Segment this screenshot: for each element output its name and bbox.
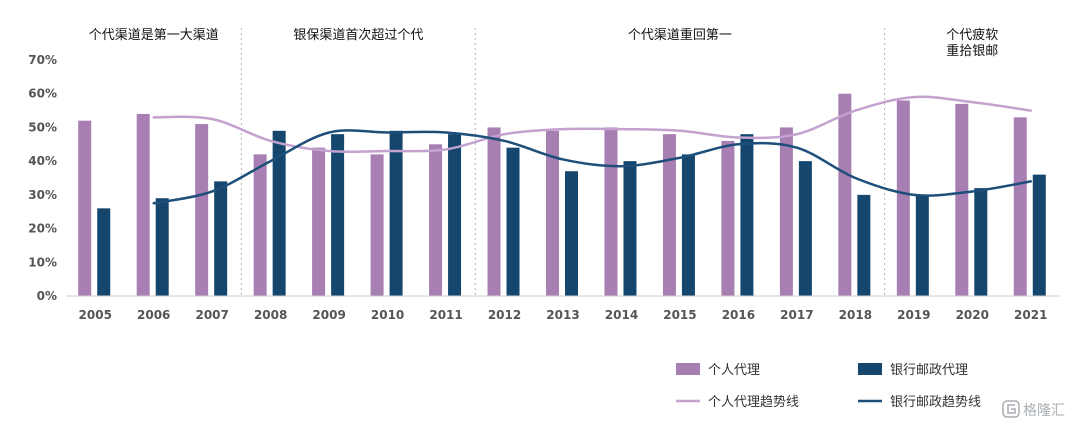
bar-agent-2013	[546, 130, 559, 296]
x-tick-label: 2019	[897, 308, 930, 322]
bar-agent-2005	[78, 120, 92, 296]
watermark: 格隆汇	[1002, 400, 1065, 419]
bar-bank-2018	[857, 194, 871, 296]
bar-bank-2020	[974, 188, 988, 296]
watermark-text: 格隆汇	[1023, 403, 1065, 419]
x-axis: 2005 2006 2007 2008 2009 2010 2011 2012 2013 2014…	[79, 308, 1048, 322]
bar-bank-2021	[1032, 174, 1046, 296]
bar-bank-2005	[97, 208, 111, 296]
period-label: 个代渠道重回第一	[628, 27, 732, 43]
x-tick-label: 2016	[722, 308, 755, 322]
x-tick-label: 2014	[605, 308, 638, 322]
x-tick-label: 2010	[371, 308, 404, 322]
y-tick-label: 40%	[28, 154, 57, 168]
bar-series	[78, 93, 1046, 296]
x-tick-label: 2007	[195, 308, 228, 322]
x-tick-label: 2015	[663, 308, 696, 322]
y-tick-label: 0%	[37, 289, 57, 303]
bar-bank-2014	[623, 161, 637, 296]
x-tick-label: 2012	[488, 308, 521, 322]
bar-agent-2021	[1013, 117, 1027, 296]
bar-bank-2015	[681, 154, 695, 296]
bar-agent-2007	[195, 124, 209, 296]
bar-bank-2019	[915, 194, 929, 296]
bar-agent-2019	[896, 100, 910, 296]
bar-agent-2008	[253, 154, 267, 296]
bar-agent-2006	[136, 113, 150, 296]
bar-bank-2010	[389, 130, 403, 296]
legend-swatch	[858, 363, 882, 375]
period-label: 个代疲软	[946, 27, 998, 43]
bar-bank-2006	[155, 198, 169, 296]
legend-label: 个人代理趋势线	[708, 394, 799, 410]
y-tick-label: 20%	[28, 222, 57, 236]
bar-agent-2017	[779, 127, 793, 296]
x-tick-label: 2008	[254, 308, 287, 322]
period-label: 银保渠道首次超过个代	[293, 27, 423, 43]
bar-agent-2010	[370, 154, 384, 296]
x-tick-label: 2021	[1014, 308, 1047, 322]
y-tick-label: 50%	[28, 120, 57, 134]
bar-agent-2020	[955, 103, 969, 296]
bank-trend-line	[152, 129, 1033, 205]
x-tick-label: 2013	[546, 308, 579, 322]
period-label: 重拾银邮	[946, 43, 998, 59]
legend-label: 银行邮政趋势线	[890, 394, 981, 410]
bar-bank-2017	[798, 161, 812, 296]
legend-label: 个人代理	[708, 363, 760, 378]
x-tick-label: 2005	[79, 308, 112, 322]
x-tick-label: 2017	[780, 308, 813, 322]
trend-lines	[152, 95, 1033, 205]
y-tick-label: 70%	[28, 53, 57, 67]
bar-bank-2007	[214, 181, 228, 296]
y-tick-label: 60%	[28, 87, 57, 101]
agent-trend-line	[152, 95, 1033, 154]
bar-agent-2011	[429, 144, 443, 296]
legend-label: 银行邮政代理	[890, 363, 968, 378]
bar-agent-2014	[604, 127, 618, 296]
x-tick-label: 2020	[956, 308, 989, 322]
x-tick-label: 2011	[429, 308, 462, 322]
bar-bank-2008	[272, 130, 286, 296]
bar-agent-2009	[312, 147, 326, 296]
x-tick-label: 2018	[839, 308, 872, 322]
bar-agent-2016	[721, 140, 735, 296]
bar-agent-2018	[838, 93, 852, 296]
x-tick-label: 2009	[312, 308, 345, 322]
gelonghui-logo-icon	[1002, 400, 1020, 418]
legend-swatch	[676, 363, 700, 375]
x-tick-label: 2006	[137, 308, 170, 322]
bar-bank-2011	[448, 134, 462, 296]
bar-bank-2012	[506, 147, 520, 296]
y-tick-label: 30%	[28, 188, 57, 202]
bar-agent-2015	[662, 134, 676, 296]
bar-bank-2013	[565, 171, 578, 296]
bar-bank-2009	[331, 134, 345, 296]
bar-agent-2012	[487, 127, 501, 296]
period-label: 个代渠道是第一大渠道	[89, 28, 219, 43]
y-axis: 0% 10% 20% 30% 40% 50% 60% 70%	[28, 53, 57, 303]
y-tick-label: 10%	[28, 255, 57, 269]
bar-bank-2016	[740, 134, 754, 296]
